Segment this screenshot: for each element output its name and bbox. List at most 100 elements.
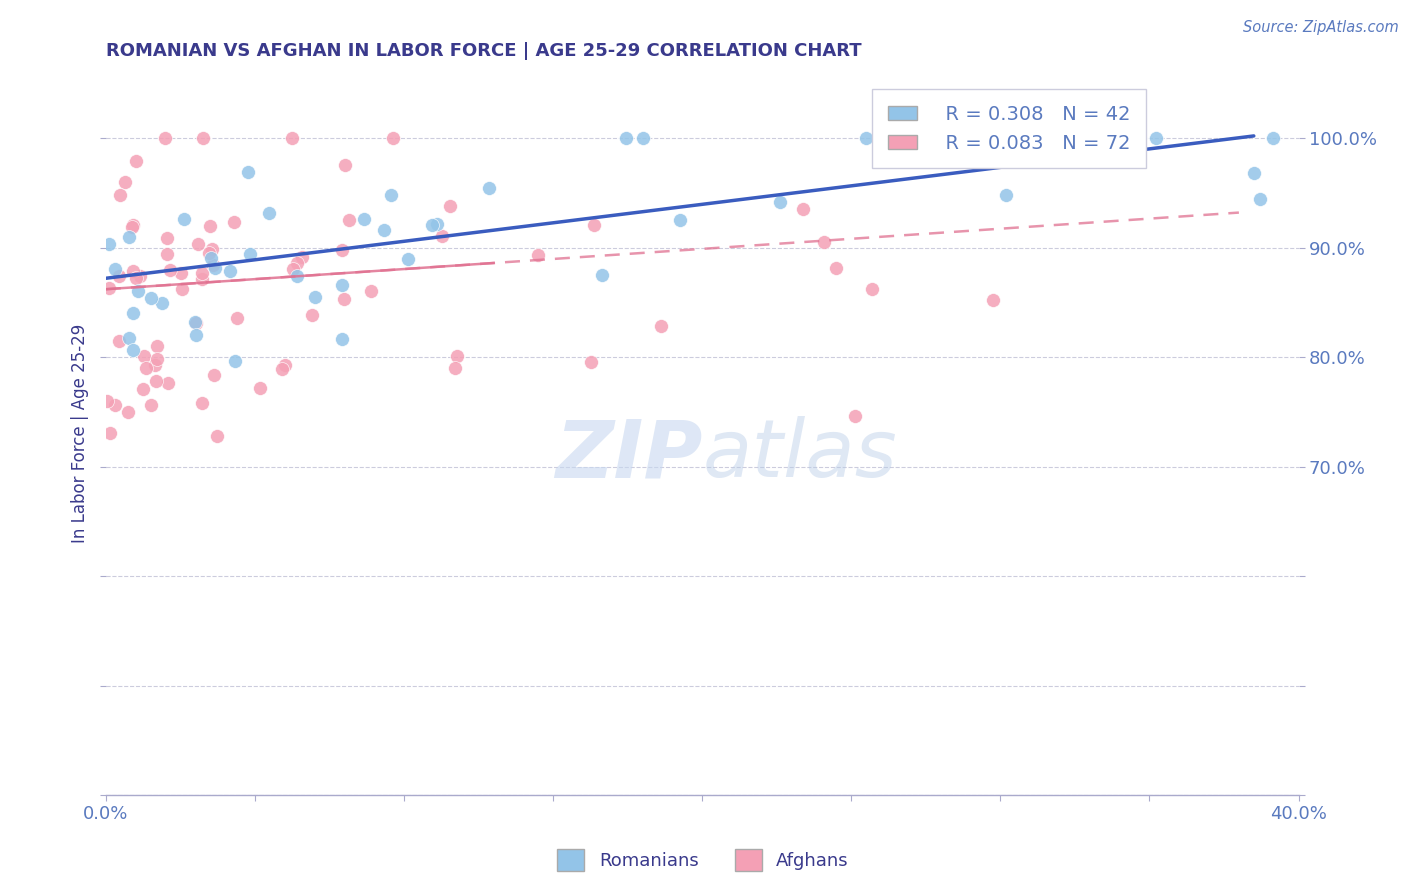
Point: [439, 199, 461, 213]
Point: [792, 202, 814, 216]
Point: [381, 131, 404, 145]
Point: [156, 231, 179, 245]
Y-axis label: In Labor Force | Age 25-29: In Labor Force | Age 25-29: [72, 324, 89, 543]
Point: [122, 343, 145, 357]
Point: [201, 242, 224, 256]
Point: [614, 131, 637, 145]
Point: [330, 278, 353, 293]
Point: [198, 219, 221, 234]
Point: [146, 351, 169, 366]
Point: [813, 235, 835, 250]
Point: [143, 358, 166, 372]
Point: [200, 251, 222, 265]
Point: [1144, 131, 1167, 145]
Point: [125, 270, 148, 285]
Point: [1243, 166, 1265, 180]
Point: [122, 263, 145, 277]
Text: ZIP: ZIP: [555, 417, 702, 494]
Point: [129, 269, 152, 284]
Point: [122, 218, 145, 232]
Point: [271, 361, 294, 376]
Text: atlas: atlas: [702, 417, 897, 494]
Point: [145, 375, 167, 389]
Point: [855, 131, 877, 145]
Point: [281, 262, 304, 277]
Point: [304, 289, 326, 303]
Point: [430, 228, 453, 243]
Point: [239, 247, 262, 261]
Point: [1078, 131, 1101, 145]
Point: [527, 248, 550, 262]
Point: [117, 405, 139, 419]
Point: [122, 305, 145, 319]
Point: [96, 394, 118, 409]
Point: [159, 262, 181, 277]
Point: [249, 381, 271, 395]
Point: [127, 285, 149, 299]
Legend: Romanians, Afghans: Romanians, Afghans: [550, 842, 856, 879]
Point: [191, 266, 214, 280]
Point: [301, 308, 323, 322]
Point: [193, 131, 215, 145]
Point: [981, 293, 1004, 308]
Point: [202, 368, 225, 383]
Point: [205, 428, 228, 442]
Point: [360, 284, 382, 298]
Point: [426, 217, 449, 231]
Point: [769, 195, 792, 210]
Point: [139, 398, 162, 412]
Point: [330, 332, 353, 346]
Text: ROMANIAN VS AFGHAN IN LABOR FORCE | AGE 25-29 CORRELATION CHART: ROMANIAN VS AFGHAN IN LABOR FORCE | AGE …: [105, 42, 862, 60]
Point: [478, 181, 501, 195]
Point: [280, 131, 302, 145]
Point: [98, 236, 121, 251]
Point: [333, 293, 356, 307]
Point: [581, 355, 603, 369]
Point: [650, 318, 672, 333]
Point: [204, 260, 226, 275]
Point: [591, 268, 613, 282]
Point: [98, 425, 121, 440]
Point: [257, 205, 280, 219]
Point: [184, 317, 207, 331]
Point: [173, 211, 195, 226]
Point: [118, 331, 141, 345]
Point: [420, 218, 443, 232]
Point: [373, 223, 395, 237]
Point: [124, 153, 146, 168]
Point: [118, 230, 141, 244]
Point: [170, 266, 193, 280]
Point: [108, 269, 131, 284]
Point: [862, 282, 884, 296]
Point: [104, 398, 127, 412]
Point: [226, 310, 249, 325]
Point: [107, 334, 129, 348]
Point: [157, 376, 180, 390]
Point: [108, 188, 131, 202]
Point: [135, 361, 157, 376]
Point: [184, 315, 207, 329]
Point: [285, 269, 308, 284]
Legend:   R = 0.308   N = 42,   R = 0.083   N = 72: R = 0.308 N = 42, R = 0.083 N = 72: [872, 89, 1146, 169]
Text: Source: ZipAtlas.com: Source: ZipAtlas.com: [1243, 20, 1399, 35]
Point: [103, 262, 125, 277]
Point: [1249, 193, 1271, 207]
Point: [132, 382, 155, 396]
Point: [274, 358, 297, 372]
Point: [121, 220, 143, 235]
Point: [582, 219, 605, 233]
Point: [330, 244, 353, 258]
Point: [219, 264, 242, 278]
Point: [155, 247, 177, 261]
Point: [190, 396, 212, 410]
Point: [97, 281, 120, 295]
Point: [337, 213, 360, 227]
Point: [443, 361, 465, 376]
Point: [236, 165, 259, 179]
Point: [224, 354, 246, 368]
Point: [380, 188, 402, 202]
Point: [396, 252, 419, 266]
Point: [187, 236, 209, 251]
Point: [844, 409, 866, 423]
Point: [669, 213, 692, 227]
